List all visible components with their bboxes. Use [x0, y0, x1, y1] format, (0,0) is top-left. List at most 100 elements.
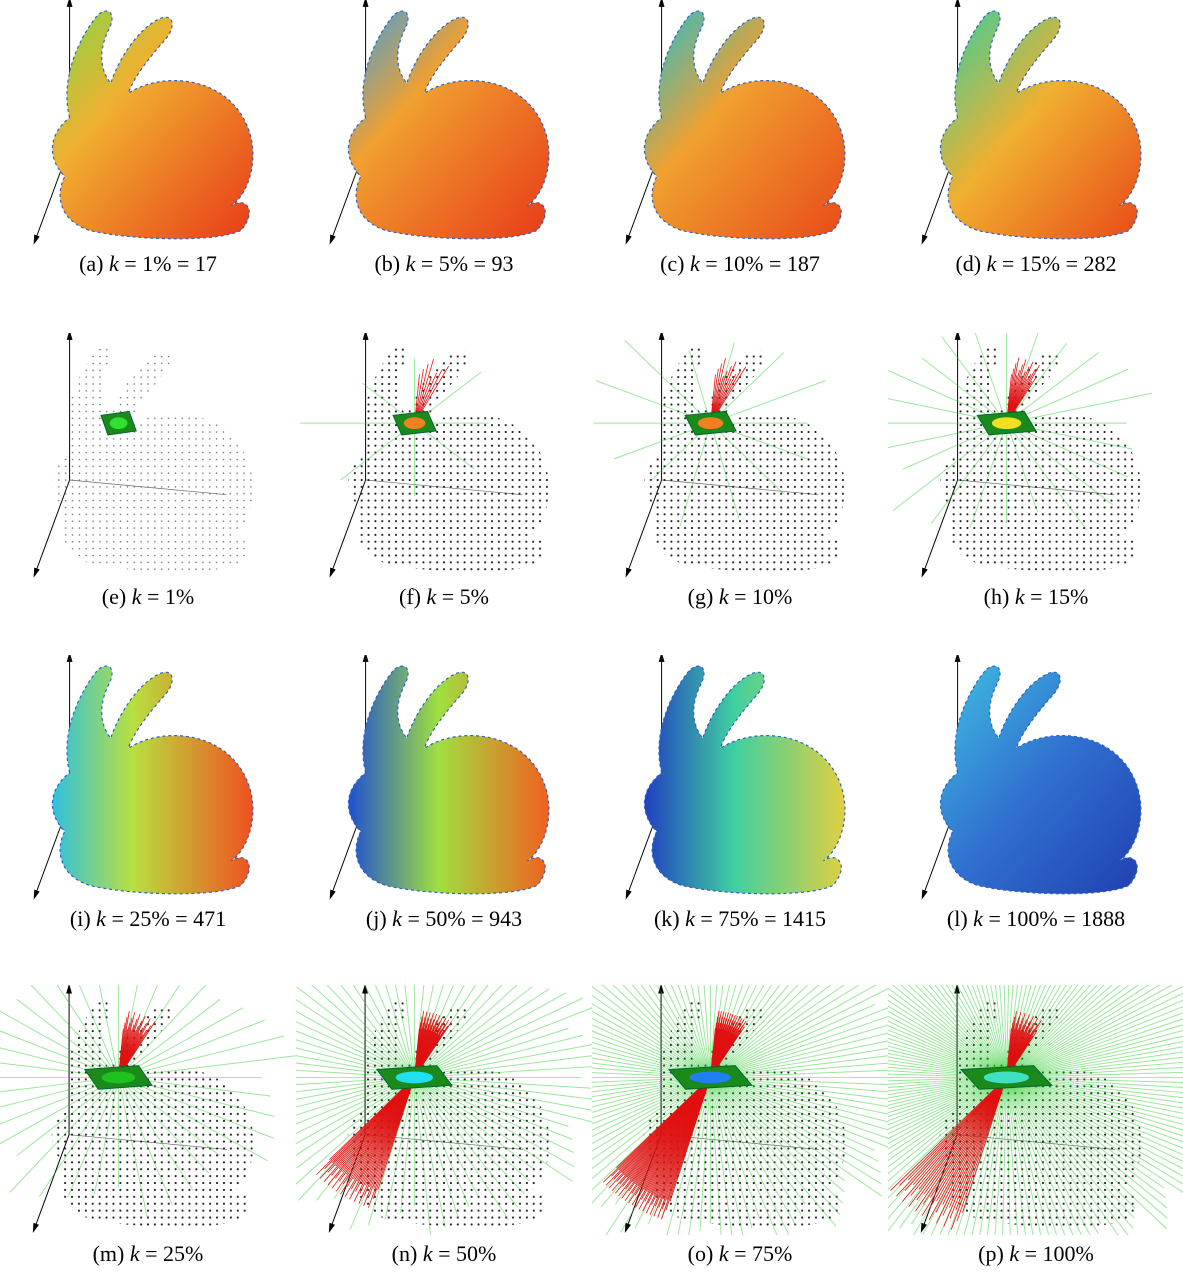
bunny-render: [0, 985, 296, 1235]
bunny-render: [888, 655, 1183, 900]
ellipse: [396, 1072, 433, 1084]
caption: (l) k = 100% = 1888: [888, 906, 1183, 932]
caption-var: k: [130, 1241, 140, 1266]
caption-label: (b): [374, 251, 400, 276]
ellipse: [992, 417, 1021, 429]
caption-expr: = 15%: [1030, 584, 1088, 609]
ellipse: [690, 1072, 731, 1084]
caption-expr: = 5% = 93: [421, 251, 514, 276]
caption-var: k: [719, 584, 729, 609]
caption: (i) k = 25% = 471: [0, 906, 296, 932]
bunny-points: [940, 11, 1140, 239]
subfigure: (i) k = 25% = 471: [0, 655, 296, 932]
caption-var: k: [719, 1241, 729, 1266]
caption-expr: = 100%: [1025, 1241, 1094, 1266]
caption-expr: = 5%: [442, 584, 489, 609]
subfigure: (d) k = 15% = 282: [888, 0, 1183, 277]
caption-label: (j): [366, 906, 387, 931]
caption-expr: = 1% = 17: [124, 251, 217, 276]
subfigure: (n) k = 50%: [296, 985, 592, 1267]
caption: (b) k = 5% = 93: [296, 251, 592, 277]
caption-var: k: [973, 906, 983, 931]
subfigure: (h) k = 15%: [888, 333, 1183, 610]
caption: (a) k = 1% = 17: [0, 251, 296, 277]
caption: (c) k = 10% = 187: [592, 251, 888, 277]
caption-expr: = 50% = 943: [407, 906, 522, 931]
caption-var: k: [987, 251, 997, 276]
figure: (a) k = 1% = 17(b) k = 5% = 93(c) k = 10…: [0, 0, 1183, 1281]
subfigure: (f) k = 5%: [296, 333, 592, 610]
caption-label: (o): [688, 1241, 714, 1266]
caption-expr: = 25%: [145, 1241, 203, 1266]
bunny-points: [52, 666, 252, 894]
subfigure: (p) k = 100%: [888, 985, 1183, 1267]
caption-expr: = 1%: [147, 584, 194, 609]
subfigure: (o) k = 75%: [592, 985, 888, 1267]
caption-expr: = 10% = 187: [705, 251, 820, 276]
bunny-points: [940, 666, 1140, 894]
caption-label: (i): [70, 906, 91, 931]
caption: (d) k = 15% = 282: [888, 251, 1183, 277]
caption-var: k: [1009, 1241, 1019, 1266]
bunny-render: [592, 0, 888, 245]
caption-label: (h): [984, 584, 1010, 609]
caption: (p) k = 100%: [888, 1241, 1183, 1267]
ellipse: [984, 1072, 1029, 1084]
caption: (f) k = 5%: [296, 584, 592, 610]
ellipse: [404, 417, 426, 429]
caption-expr: = 25% = 471: [111, 906, 226, 931]
caption-var: k: [109, 251, 119, 276]
caption: (e) k = 1%: [0, 584, 296, 610]
bunny-render: [0, 0, 296, 245]
bunny-points: [644, 666, 844, 894]
subfigure: (g) k = 10%: [592, 333, 888, 610]
bunny-render: [296, 985, 592, 1235]
bunny-render: [0, 333, 296, 578]
caption: (o) k = 75%: [592, 1241, 888, 1267]
subfigure: (m) k = 25%: [0, 985, 296, 1267]
caption-var: k: [690, 251, 700, 276]
subfigure: (e) k = 1%: [0, 333, 296, 610]
caption-var: k: [406, 251, 416, 276]
caption-label: (f): [399, 584, 421, 609]
bunny-points: [52, 998, 254, 1227]
caption-var: k: [685, 906, 695, 931]
bunny-render: [888, 333, 1183, 578]
ellipse: [698, 417, 723, 429]
bunny-points: [348, 666, 548, 894]
caption: (n) k = 50%: [296, 1241, 592, 1267]
bunny-render: [592, 333, 888, 578]
bunny-points: [644, 11, 844, 239]
caption-var: k: [132, 584, 142, 609]
subfigure: (k) k = 75% = 1415: [592, 655, 888, 932]
caption-var: k: [426, 584, 436, 609]
bunny-render: [888, 985, 1183, 1235]
caption-label: (c): [660, 251, 684, 276]
caption: (g) k = 10%: [592, 584, 888, 610]
ellipse: [110, 417, 128, 429]
caption-var: k: [423, 1241, 433, 1266]
caption-label: (e): [102, 584, 126, 609]
caption-expr: = 50%: [438, 1241, 496, 1266]
caption: (j) k = 50% = 943: [296, 906, 592, 932]
bunny-render: [888, 0, 1183, 245]
bunny-render: [0, 655, 296, 900]
bunny-render: [296, 333, 592, 578]
subfigure: (l) k = 100% = 1888: [888, 655, 1183, 932]
caption-label: (k): [654, 906, 680, 931]
caption-label: (m): [93, 1241, 125, 1266]
caption-label: (n): [392, 1241, 418, 1266]
caption: (k) k = 75% = 1415: [592, 906, 888, 932]
bunny-points: [52, 11, 252, 239]
caption-label: (l): [947, 906, 968, 931]
bunny-points: [348, 344, 548, 572]
bunny-points: [348, 11, 548, 239]
caption-var: k: [1015, 584, 1025, 609]
caption-label: (d): [955, 251, 981, 276]
caption-expr: = 75%: [734, 1241, 792, 1266]
bunny-points: [52, 344, 252, 572]
subfigure: (a) k = 1% = 17: [0, 0, 296, 277]
subfigure: (b) k = 5% = 93: [296, 0, 592, 277]
caption-expr: = 75% = 1415: [700, 906, 826, 931]
caption-label: (p): [978, 1241, 1004, 1266]
